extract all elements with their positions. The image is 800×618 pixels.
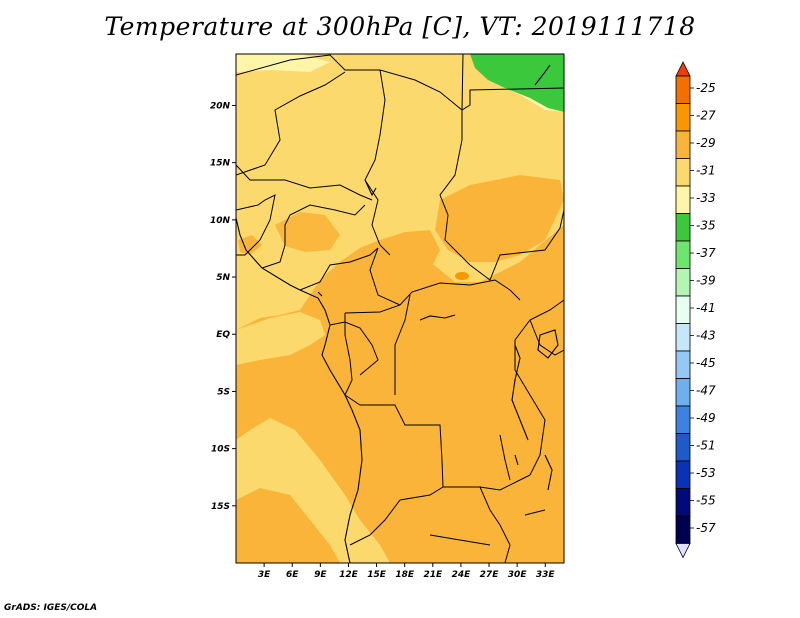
colorbar-label: -27 [696,109,716,123]
colorbar-label: -31 [696,164,716,178]
x-tick-label: 24E [452,570,472,580]
colorbar-swatch [675,295,691,324]
y-tick-label: 5S [217,387,230,397]
map-frame [235,53,565,564]
map-title: Temperature at 300hPa [C], VT: 201911171… [104,12,696,41]
colorbar-swatch [675,350,691,379]
field-region-southwest-dark [236,488,340,563]
temperature-field [236,54,564,563]
field-patch-chad [435,175,564,262]
colorbar-swatch [675,268,691,297]
field-region-green [470,54,564,112]
x-tick-label: 12E [339,570,359,580]
colorbar-label: -41 [696,301,716,315]
y-tick-label: 5N [216,273,230,283]
colorbar-swatch [675,185,691,214]
colorbar-swatch [675,405,691,434]
x-tick-label: 15E [367,570,387,580]
colorbar-label: -55 [696,494,716,508]
colorbar-label: -57 [696,521,716,535]
y-tick-label: EQ [216,330,230,340]
credit-label: GrADS: IGES/COLA [4,603,98,613]
colorbar-swatch [675,488,691,517]
colorbar-label: -49 [696,411,716,425]
colorbar-bottom-arrow [675,543,691,559]
field-patch-nigeria [275,212,340,252]
coastlines [236,64,559,563]
colorbar-swatch [675,240,691,269]
field-hotspot [455,272,469,280]
colorbar-label: -29 [696,136,716,150]
x-tick-label: 6E [286,570,299,580]
colorbar: -25 -27 -29 -31 -33 -35 -37 -39 -41 -43 -45 -47 -49 -… [675,61,716,559]
colorbar-label: -37 [696,246,716,260]
colorbar-swatch [675,103,691,132]
colorbar-swatch [675,158,691,187]
colorbar-label: -39 [696,274,716,288]
colorbar-swatch [675,460,691,489]
colorbar-label: -25 [696,81,716,95]
colorbar-label: -35 [696,219,716,233]
field-patch-cameroon [340,230,440,300]
x-tick-label: 9E [314,570,327,580]
x-tick-label: 21E [423,570,443,580]
x-tick-label: 3E [258,570,271,580]
colorbar-swatch [675,515,691,544]
axis-ticks: 3E 6E 9E 12E 15E 18E 21E 24E 27E 30E 33E 20N 15N 10N 5… [210,101,556,580]
x-tick-label: 18E [395,570,415,580]
colorbar-swatch [675,130,691,159]
y-tick-label: 15S [211,502,230,512]
x-tick-label: 27E [480,570,500,580]
colorbar-label: -51 [696,439,716,453]
colorbar-swatch [675,75,691,104]
x-tick-label: 33E [536,570,556,580]
field-region-west [236,312,325,365]
y-tick-label: 10S [211,445,230,455]
colorbar-swatch [675,323,691,352]
y-tick-label: 10N [210,216,231,226]
colorbar-label: -33 [696,191,716,205]
colorbar-label: -45 [696,356,716,370]
colorbar-label: -47 [696,384,716,398]
colorbar-swatch [675,433,691,462]
colorbar-swatch [675,213,691,242]
field-patch-west [238,235,262,255]
y-tick-label: 20N [210,101,231,111]
field-region-pale-west [236,54,330,72]
colorbar-label: -43 [696,329,716,343]
colorbar-swatch [675,378,691,407]
x-tick-label: 30E [508,570,528,580]
y-tick-label: 15N [210,159,231,169]
colorbar-label: -53 [696,466,716,480]
colorbar-top-arrow [675,61,691,77]
